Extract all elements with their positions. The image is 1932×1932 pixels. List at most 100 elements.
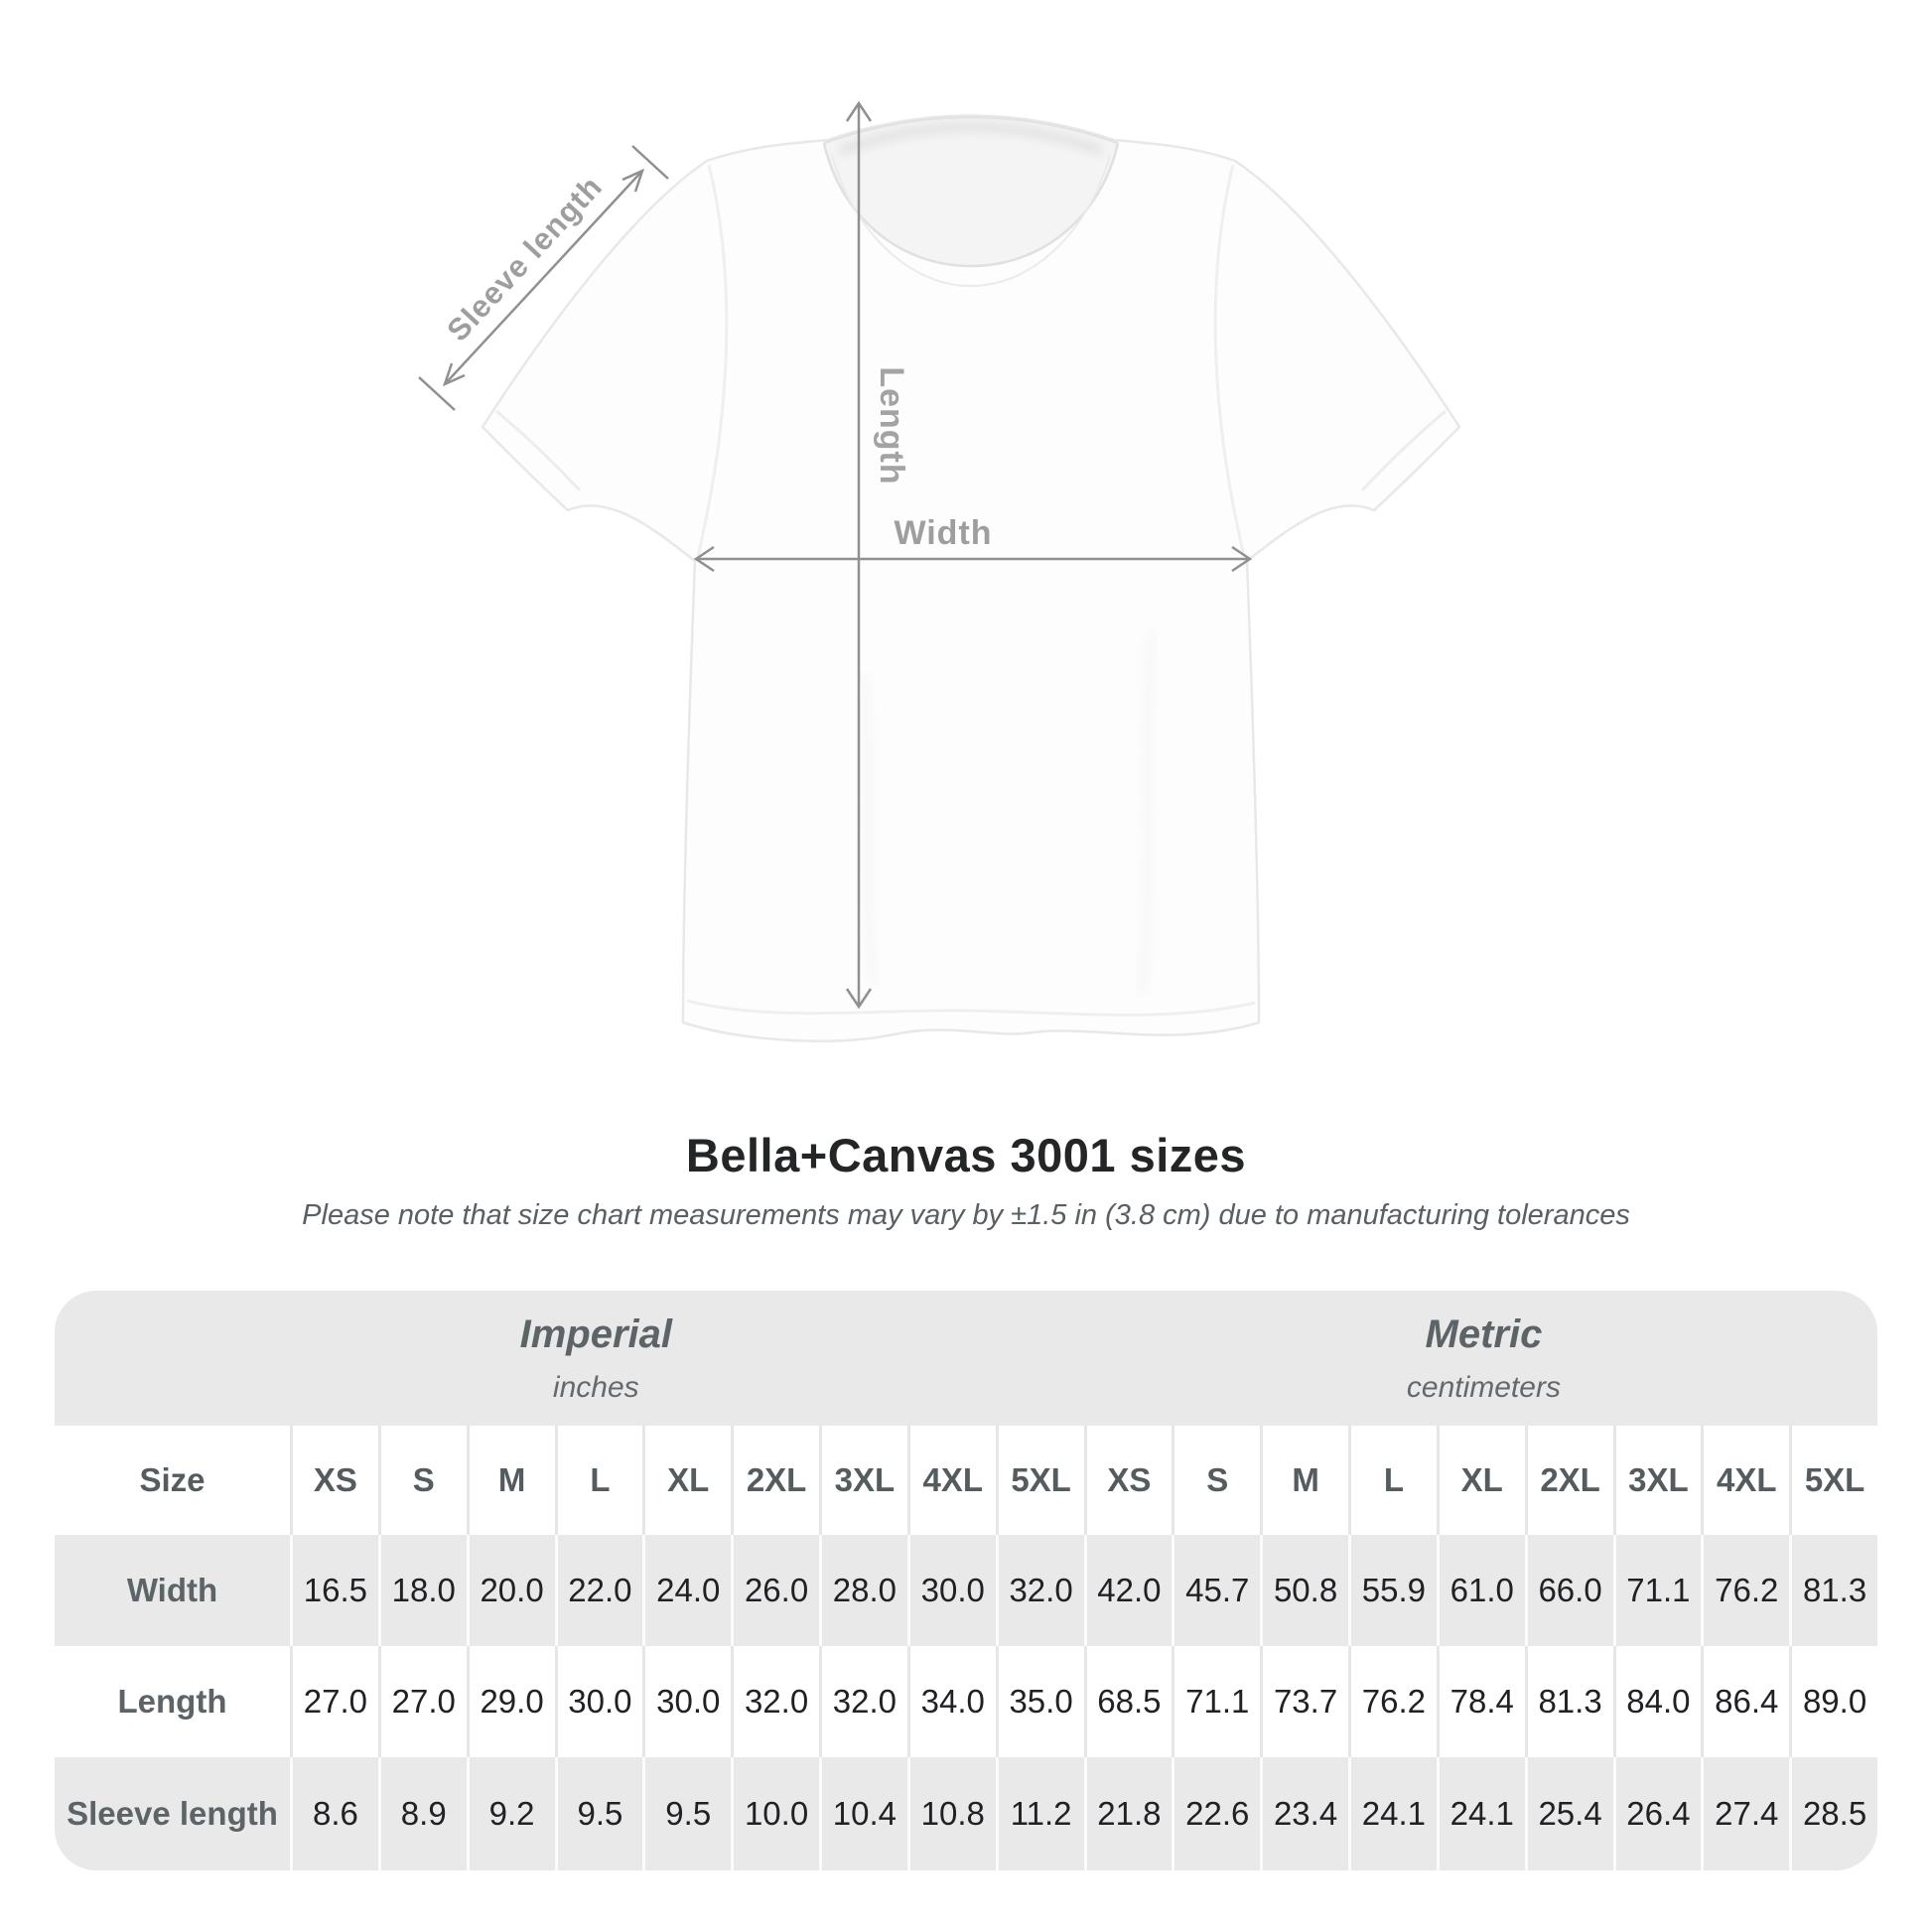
value-cell: 24.1 xyxy=(1348,1757,1437,1870)
metric-unit: centimeters xyxy=(1406,1371,1561,1404)
size-header-cell: XL xyxy=(1436,1426,1525,1535)
size-header-cell: 5XL xyxy=(995,1426,1084,1535)
size-header-cell: L xyxy=(554,1426,643,1535)
size-header-cell: 4XL xyxy=(1701,1426,1789,1535)
value-cell: 61.0 xyxy=(1436,1535,1525,1646)
length-label: Length xyxy=(873,366,910,484)
arrowhead-left-icon xyxy=(693,545,715,573)
value-cell: 18.0 xyxy=(377,1535,467,1646)
value-cell: 10.8 xyxy=(906,1757,996,1870)
value-cell: 76.2 xyxy=(1701,1535,1789,1646)
size-header-cell: 2XL xyxy=(1524,1426,1613,1535)
tshirt-diagram: Sleeve length Length Width xyxy=(418,100,1461,1042)
size-header-cell: L xyxy=(1348,1426,1437,1535)
value-cell: 23.4 xyxy=(1260,1757,1348,1870)
value-cell: 45.7 xyxy=(1172,1535,1260,1646)
size-header-cell: 5XL xyxy=(1789,1426,1877,1535)
tshirt-graphic xyxy=(481,114,1461,1042)
arrowhead-right-icon xyxy=(1231,545,1253,573)
sleeve-length-row: Sleeve length 8.6 8.9 9.2 9.5 9.5 10.0 1… xyxy=(55,1757,1877,1870)
imperial-title: Imperial xyxy=(519,1312,672,1356)
width-row-label: Width xyxy=(126,1572,218,1608)
imperial-unit: inches xyxy=(552,1371,639,1404)
size-header-cell: M xyxy=(466,1426,555,1535)
size-header-cell: 3XL xyxy=(819,1426,907,1535)
value-cell: 78.4 xyxy=(1436,1646,1525,1757)
collar-back-top-edge xyxy=(823,115,1119,145)
size-header-cell: M xyxy=(1260,1426,1348,1535)
value-cell: 71.1 xyxy=(1172,1646,1260,1757)
arrowhead-diag-lower-icon xyxy=(442,362,466,387)
value-cell: 30.0 xyxy=(642,1646,731,1757)
size-header-cell: S xyxy=(1172,1426,1260,1535)
value-cell: 11.2 xyxy=(995,1757,1084,1870)
value-cell: 24.1 xyxy=(1436,1757,1525,1870)
value-cell: 8.6 xyxy=(290,1757,378,1870)
value-cell: 68.5 xyxy=(1083,1646,1173,1757)
arrowhead-down-icon xyxy=(845,988,873,1010)
value-cell: 9.5 xyxy=(642,1757,731,1870)
value-cell: 9.5 xyxy=(554,1757,643,1870)
value-cell: 26.4 xyxy=(1612,1757,1702,1870)
wrinkle-right xyxy=(1139,634,1155,994)
value-cell: 34.0 xyxy=(906,1646,996,1757)
sleeve-row-label: Sleeve length xyxy=(67,1795,278,1832)
value-cell: 32.0 xyxy=(819,1646,907,1757)
value-cell: 8.9 xyxy=(377,1757,467,1870)
length-arrow xyxy=(845,100,873,1010)
tolerance-note: Please note that size chart measurements… xyxy=(302,1199,1630,1231)
hem-seam xyxy=(686,999,1256,1017)
value-cell: 25.4 xyxy=(1524,1757,1613,1870)
size-table: Imperial inches Metric centimeters Size … xyxy=(55,1291,1877,1870)
metric-title: Metric xyxy=(1425,1312,1543,1356)
value-cell: 73.7 xyxy=(1260,1646,1348,1757)
value-cell: 81.3 xyxy=(1524,1646,1613,1757)
size-header-cell: XS xyxy=(290,1426,378,1535)
value-cell: 22.0 xyxy=(554,1535,643,1646)
value-cell: 32.0 xyxy=(995,1535,1084,1646)
value-cell: 27.0 xyxy=(377,1646,467,1757)
value-cell: 27.4 xyxy=(1701,1757,1789,1870)
neck-opening xyxy=(824,117,1118,266)
size-header-cell: XS xyxy=(1083,1426,1173,1535)
value-cell: 30.0 xyxy=(906,1535,996,1646)
value-cell: 26.0 xyxy=(731,1535,819,1646)
left-armhole-seam xyxy=(696,164,729,557)
value-cell: 10.4 xyxy=(819,1757,907,1870)
width-label: Width xyxy=(894,514,992,552)
sleeve-length-arrow xyxy=(418,145,669,411)
value-cell: 71.1 xyxy=(1612,1535,1702,1646)
value-cell: 86.4 xyxy=(1701,1646,1789,1757)
value-cell: 32.0 xyxy=(731,1646,819,1757)
value-cell: 81.3 xyxy=(1789,1535,1877,1646)
imperial-header: Imperial inches xyxy=(520,1291,672,1426)
value-cell: 35.0 xyxy=(995,1646,1084,1757)
width-row: Width 16.5 18.0 20.0 22.0 24.0 26.0 28.0… xyxy=(55,1535,1877,1646)
right-armhole-seam xyxy=(1213,164,1246,557)
length-row: Length 27.0 27.0 29.0 30.0 30.0 32.0 32.… xyxy=(55,1646,1877,1757)
right-cuff-seam xyxy=(1360,409,1447,492)
size-header-cell: 2XL xyxy=(731,1426,819,1535)
wrinkle-left xyxy=(861,674,877,984)
value-cell: 16.5 xyxy=(290,1535,378,1646)
value-cell: 50.8 xyxy=(1260,1535,1348,1646)
value-cell: 89.0 xyxy=(1789,1646,1877,1757)
page-title: Bella+Canvas 3001 sizes xyxy=(685,1129,1247,1181)
value-cell: 22.6 xyxy=(1172,1757,1260,1870)
size-header-cell: 4XL xyxy=(906,1426,996,1535)
value-cell: 30.0 xyxy=(554,1646,643,1757)
arrowhead-diag-upper-icon xyxy=(621,168,645,193)
value-cell: 28.0 xyxy=(819,1535,907,1646)
value-cell: 84.0 xyxy=(1612,1646,1702,1757)
size-row-label: Size xyxy=(139,1461,206,1498)
dimension-annotations xyxy=(418,100,1253,1010)
value-cell: 10.0 xyxy=(731,1757,819,1870)
table-unit-header: Imperial inches Metric centimeters xyxy=(55,1291,1877,1426)
value-cell: 29.0 xyxy=(466,1646,555,1757)
metric-header: Metric centimeters xyxy=(1407,1291,1561,1426)
size-header-cell: S xyxy=(377,1426,467,1535)
size-header-cell: 3XL xyxy=(1612,1426,1702,1535)
length-row-label: Length xyxy=(117,1683,227,1720)
value-cell: 28.5 xyxy=(1789,1757,1877,1870)
